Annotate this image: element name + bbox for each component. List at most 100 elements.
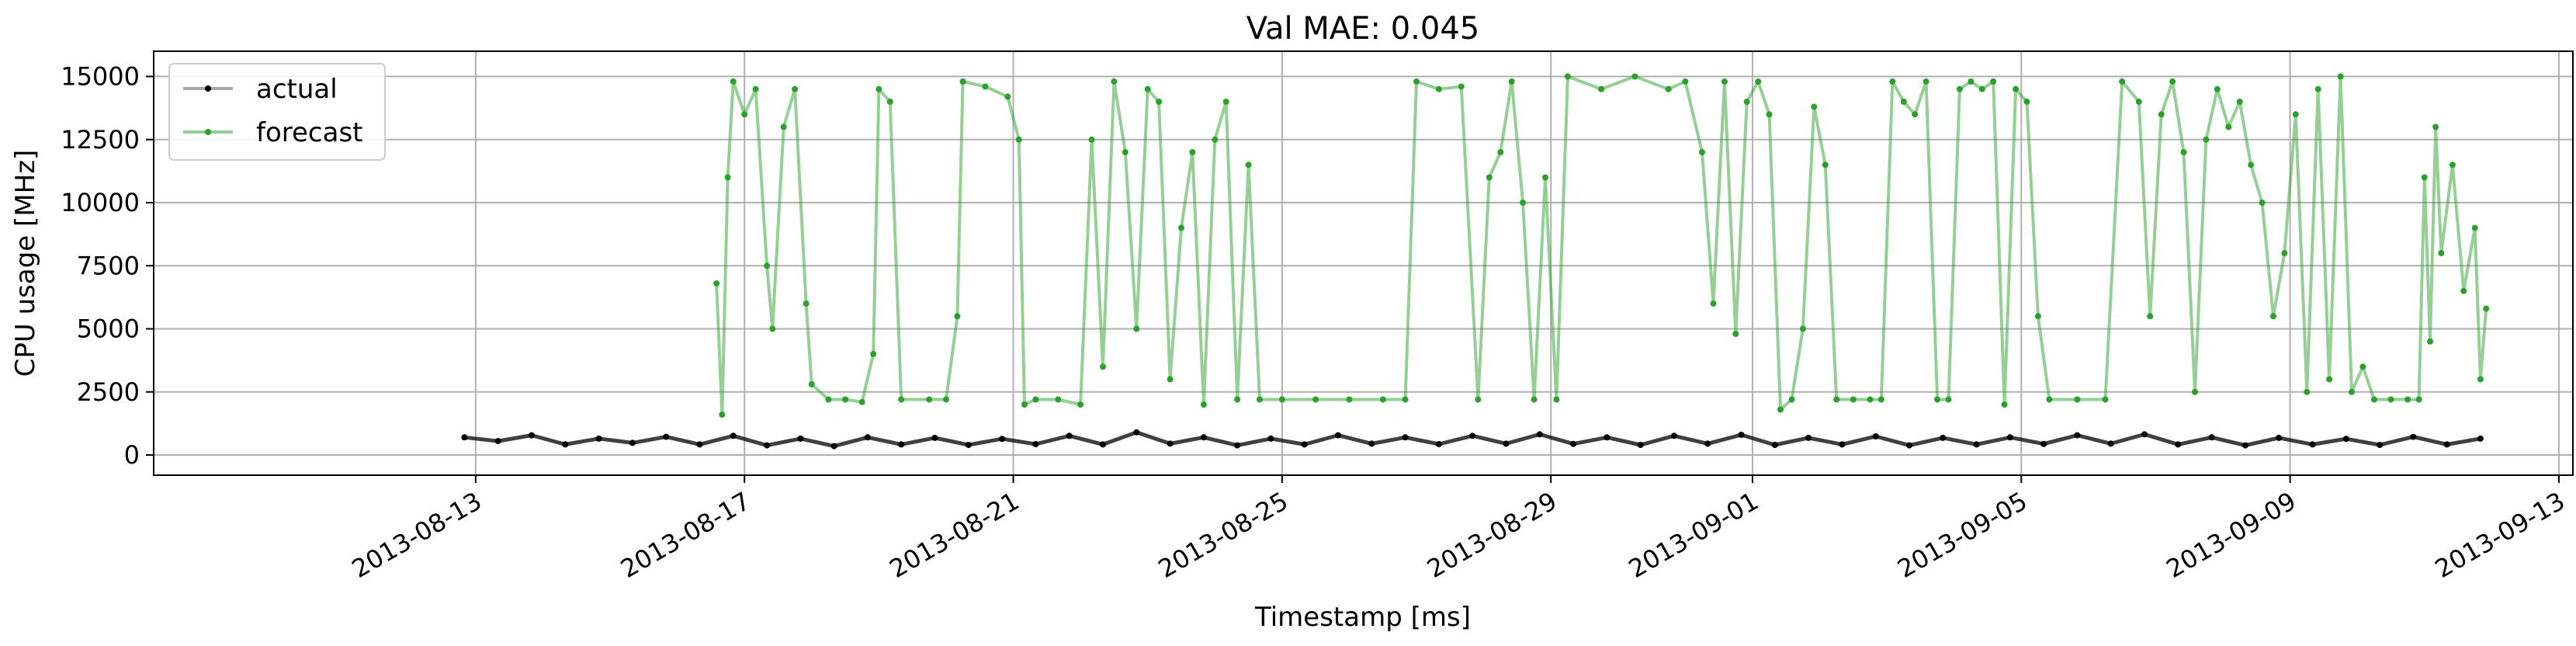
data-point-actual [2107,440,2114,447]
data-point-forecast [825,396,832,403]
data-point-forecast [2270,313,2276,320]
data-point-forecast [2432,123,2439,130]
data-point-forecast [1755,78,1762,85]
data-point-forecast [1435,85,1442,92]
data-point-actual [999,436,1006,443]
data-point-actual [898,441,905,448]
data-point-forecast [1508,78,1515,85]
data-point-actual [696,441,703,448]
data-point-actual [2175,441,2182,448]
data-point-forecast [1922,78,1929,85]
legend-actual-label: actual [256,74,338,105]
data-point-forecast [1278,396,1285,403]
data-point-forecast [2046,396,2053,403]
data-point-forecast [1956,85,1963,92]
data-point-forecast [1710,300,1717,307]
data-point-actual [1469,432,1476,439]
data-point-forecast [803,300,810,307]
data-point-forecast [1564,73,1571,80]
data-point-forecast [1968,78,1974,85]
data-point-actual [2074,432,2081,439]
grid [154,51,2573,475]
data-point-forecast [943,396,949,403]
data-point-forecast [842,396,849,403]
data-point-forecast [1553,396,1560,403]
plot-area [461,73,2490,450]
legend-forecast-label: forecast [256,117,363,148]
data-point-forecast [2013,85,2020,92]
data-point-forecast [1978,85,1985,92]
y-axis-label: CPU usage [MHz] [10,150,41,377]
data-point-actual [1771,442,1778,448]
data-point-forecast [1699,149,1705,155]
data-point-forecast [2034,313,2041,320]
data-point-forecast [2259,200,2266,206]
data-point-actual [1940,434,1947,441]
data-point-forecast [1475,396,1482,403]
data-point-forecast [724,174,731,181]
data-point-forecast [1212,136,1219,143]
data-point-actual [1133,429,1140,436]
data-point-forecast [1144,85,1151,92]
data-point-actual [663,433,670,440]
data-point-forecast [1156,99,1163,105]
data-point-forecast [2001,401,2008,408]
data-point-forecast [2427,338,2433,345]
data-point-forecast [764,262,771,269]
data-point-actual [1100,441,1106,448]
data-point-forecast [1234,396,1241,403]
data-point-forecast [886,99,893,105]
data-point-forecast [2326,376,2333,383]
data-point-forecast [1245,162,1252,168]
legend-box [168,63,386,161]
legend: actual forecast [168,63,386,161]
data-point-forecast [1665,85,1672,92]
data-point-actual [1906,442,1912,449]
data-point-actual [1805,434,1812,441]
data-point-forecast [959,78,966,85]
data-point-forecast [2438,250,2445,256]
data-point-forecast [713,280,720,287]
data-point-actual [529,432,535,439]
data-point-forecast [2477,376,2484,383]
data-point-actual [1603,434,1610,441]
data-point-forecast [2349,388,2355,395]
data-point-forecast [1682,78,1689,85]
data-point-actual [461,434,468,441]
data-point-forecast [1497,149,1504,155]
data-point-forecast [1900,99,1907,105]
data-point-actual [1267,435,1274,442]
data-point-forecast [1111,78,1118,85]
legend-actual-marker [205,85,211,92]
data-point-actual [931,434,938,441]
data-point-forecast [1402,396,1409,403]
data-point-actual [764,442,771,449]
data-point-actual [1200,434,1207,441]
data-point-forecast [1889,78,1896,85]
data-point-forecast [2359,363,2366,370]
data-point-forecast [2158,111,2165,118]
data-point-actual [2443,441,2450,448]
data-point-forecast [719,412,726,418]
data-point-forecast [1257,396,1263,403]
data-point-forecast [2135,99,2142,105]
data-point-forecast [1189,149,1196,155]
data-point-forecast [1346,396,1353,403]
data-point-forecast [2370,396,2377,403]
data-point-actual [1839,441,1846,448]
data-point-forecast [1100,363,1106,370]
data-point-forecast [1055,396,1062,403]
data-point-forecast [2147,313,2154,320]
data-point-forecast [1822,162,1829,168]
data-point-actual [629,439,636,446]
data-point-forecast [2421,174,2428,181]
data-point-forecast [1542,174,1548,181]
data-point-forecast [1133,325,1140,332]
y-tick-label: 12500 [61,125,140,155]
data-point-actual [2309,441,2316,448]
data-point-actual [1032,441,1039,447]
data-point-actual [595,435,602,442]
data-point-actual [1402,434,1409,441]
data-point-forecast [2471,224,2478,231]
